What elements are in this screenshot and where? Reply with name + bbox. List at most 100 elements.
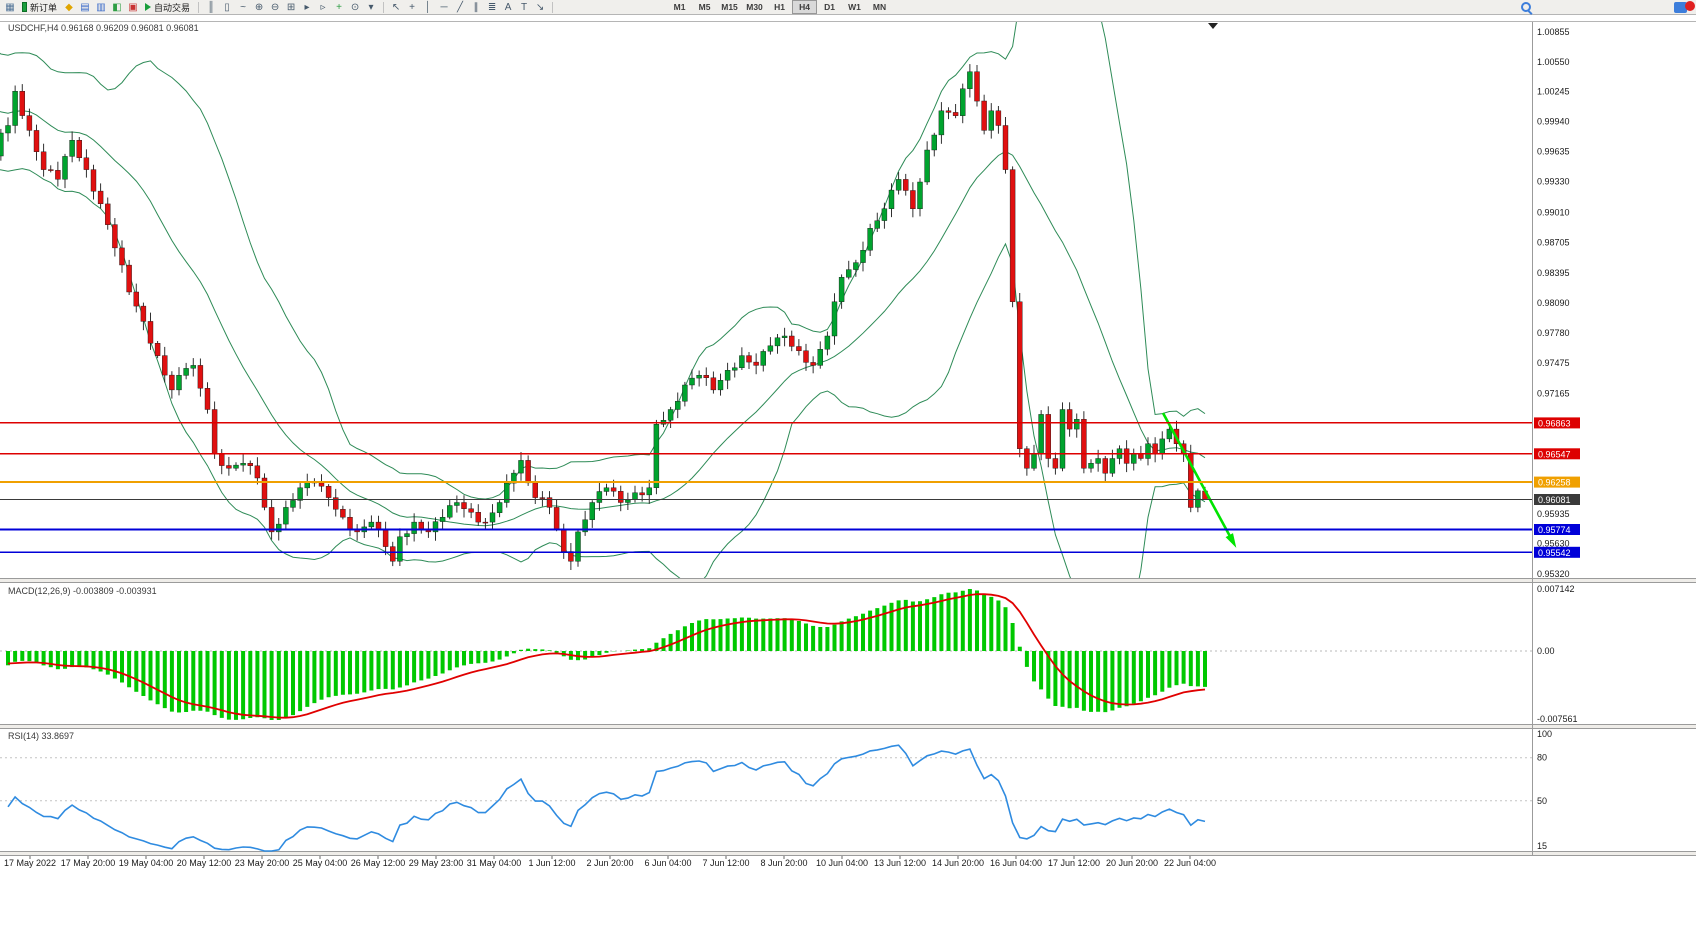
chart-ohlc-title: USDCHF,H4 0.96168 0.96209 0.96081 0.9608… <box>8 23 199 33</box>
notification-badge <box>1685 1 1695 11</box>
time-axis-label: 20 May 12:00 <box>177 858 232 868</box>
macd-signal-line <box>7 593 1206 719</box>
price-axis-label: 0.98090 <box>1537 298 1570 308</box>
trendline-icon[interactable]: ╱ <box>457 1 464 13</box>
vertical-line-icon[interactable]: │ <box>424 1 432 13</box>
autotrading-button[interactable]: 自动交易 <box>141 1 194 14</box>
price-tag <box>1534 448 1580 460</box>
toolbar-group-panels: ◆ ▤ ▥ ◧ ▣ <box>61 1 141 14</box>
chat-icon[interactable] <box>1674 2 1687 13</box>
zoom-out-icon[interactable]: ⊖ <box>270 1 280 13</box>
tile-windows-icon[interactable]: ⊞ <box>286 1 296 13</box>
price-axis-label: 0.97780 <box>1537 328 1570 338</box>
price-axis-label: 0.97475 <box>1537 358 1570 368</box>
metaeditor-icon[interactable]: ◆ <box>65 1 73 13</box>
price-axis-label: 0.99330 <box>1537 176 1570 186</box>
text-label-icon[interactable]: T <box>520 1 528 13</box>
timeframe-m5[interactable]: M5 <box>698 2 711 12</box>
periods-icon[interactable]: ⊙ <box>350 1 360 13</box>
channel-icon[interactable]: ∥ <box>473 1 479 13</box>
auto-scroll-icon[interactable]: ▸ <box>304 1 310 13</box>
toolbar-separator <box>383 1 385 13</box>
toolbar: ▦ 新订单 ◆ ▤ ▥ ◧ ▣ 自动交易 ║ ▯ ~ ⊕ ⊖ ⊞ ▸ ▹ + ⊙ ▾ ↖ + │ ─ ╱ ∥ ≣ A T ↘ … <box>0 0 1696 15</box>
timeframe-m30[interactable]: M30 <box>746 2 763 12</box>
price-tag-label: 0.95542 <box>1538 548 1571 558</box>
price-axis-label: 0.99940 <box>1537 117 1570 127</box>
price-axis-label: 0.97165 <box>1537 388 1570 398</box>
crosshair-icon[interactable]: + <box>409 1 415 13</box>
time-axis-label: 17 Jun 12:00 <box>1048 858 1100 868</box>
price-axis-label: 0.98395 <box>1537 268 1570 278</box>
bar-chart-icon[interactable]: ║ <box>207 1 215 13</box>
price-axis-label: 0.99635 <box>1537 146 1570 156</box>
line-chart-icon[interactable]: ~ <box>240 1 246 13</box>
separator-macd-rsi[interactable] <box>0 724 1696 729</box>
separator-rsi-timeaxis[interactable] <box>0 851 1696 856</box>
toolbar-separator <box>198 1 200 13</box>
macd-scale-zero: 0.00 <box>1537 646 1555 656</box>
autotrading-label: 自动交易 <box>154 2 191 13</box>
timeframe-h4[interactable]: H4 <box>792 0 818 14</box>
price-tag-label: 0.96081 <box>1538 495 1571 505</box>
chart-shift-marker[interactable] <box>1208 23 1218 29</box>
time-axis-label: 8 Jun 20:00 <box>760 858 807 868</box>
price-axis-label: 0.95935 <box>1537 509 1570 519</box>
price-axis-label: 0.95320 <box>1537 569 1570 579</box>
price-tag <box>1534 546 1580 558</box>
price-tag <box>1534 417 1580 429</box>
time-axis-label: 17 May 2022 <box>4 858 56 868</box>
market-watch-icon[interactable]: ▤ <box>80 1 90 13</box>
bollinger-upper-band <box>0 22 1206 500</box>
text-icon[interactable]: A <box>504 1 512 13</box>
timeframe-d1[interactable]: D1 <box>824 2 835 12</box>
price-tag <box>1534 524 1580 535</box>
new-order-button[interactable]: 新订单 <box>18 1 61 14</box>
macd-scale-max: 0.007142 <box>1537 584 1575 594</box>
templates-icon[interactable]: ▾ <box>368 1 374 13</box>
data-window-icon[interactable]: ▥ <box>96 1 106 13</box>
navigator-icon[interactable]: ◧ <box>112 1 122 13</box>
separator-main-macd[interactable] <box>0 578 1696 583</box>
time-axis-label: 25 May 04:00 <box>293 858 348 868</box>
price-axis-label: 1.00550 <box>1537 57 1570 67</box>
rsi-line <box>7 744 1206 852</box>
indicators-icon[interactable]: + <box>336 1 342 13</box>
zoom-in-icon[interactable]: ⊕ <box>254 1 264 13</box>
timeframe-group: M1 M5 M15 M30 H1 H4 D1 W1 MN <box>667 0 892 14</box>
time-axis-label: 29 May 23:00 <box>409 858 464 868</box>
bollinger-lower-band <box>0 168 1206 578</box>
price-axis-label: 0.95630 <box>1537 539 1570 549</box>
time-axis-label: 1 Jun 12:00 <box>528 858 575 868</box>
terminal-icon[interactable]: ▣ <box>128 1 138 13</box>
time-axis-label: 19 May 04:00 <box>119 858 174 868</box>
macd-values: -0.003809 -0.003931 <box>73 586 157 596</box>
time-axis-label: 10 Jun 04:00 <box>816 858 868 868</box>
time-axis-label: 13 Jun 12:00 <box>874 858 926 868</box>
chart-shift-icon[interactable]: ▹ <box>320 1 326 13</box>
time-axis-label: 26 May 12:00 <box>351 858 406 868</box>
timeframe-m15[interactable]: M15 <box>721 2 738 12</box>
price-axis-label: 0.98705 <box>1537 238 1570 248</box>
rsi-scale-label: 15 <box>1537 841 1547 851</box>
timeframe-w1[interactable]: W1 <box>848 2 861 12</box>
time-axis-label: 22 Jun 04:00 <box>1164 858 1216 868</box>
main-price-panel[interactable] <box>0 0 1237 646</box>
search-icon[interactable] <box>1521 2 1533 14</box>
rsi-scale-label: 80 <box>1537 753 1547 763</box>
macd-histogram <box>6 589 1207 720</box>
horizontal-line-icon[interactable]: ─ <box>440 1 448 13</box>
toolbar-group-chart-controls: ║ ▯ ~ ⊕ ⊖ ⊞ ▸ ▹ + ⊙ ▾ <box>203 1 379 14</box>
fibonacci-icon[interactable]: ≣ <box>487 1 497 13</box>
cursor-icon[interactable]: ↖ <box>391 1 401 13</box>
trend-arrow[interactable] <box>1161 412 1234 541</box>
timeframe-h1[interactable]: H1 <box>774 2 785 12</box>
arrows-icon[interactable]: ↘ <box>535 1 545 13</box>
new-chart-icon[interactable]: ▦ <box>5 1 15 13</box>
price-axis-label: 0.99010 <box>1537 208 1570 218</box>
time-axis-label: 14 Jun 20:00 <box>932 858 984 868</box>
timeframe-m1[interactable]: M1 <box>673 2 686 12</box>
autotrading-icon <box>145 3 152 11</box>
timeframe-mn[interactable]: MN <box>872 2 887 12</box>
candlestick-chart-icon[interactable]: ▯ <box>224 1 230 13</box>
